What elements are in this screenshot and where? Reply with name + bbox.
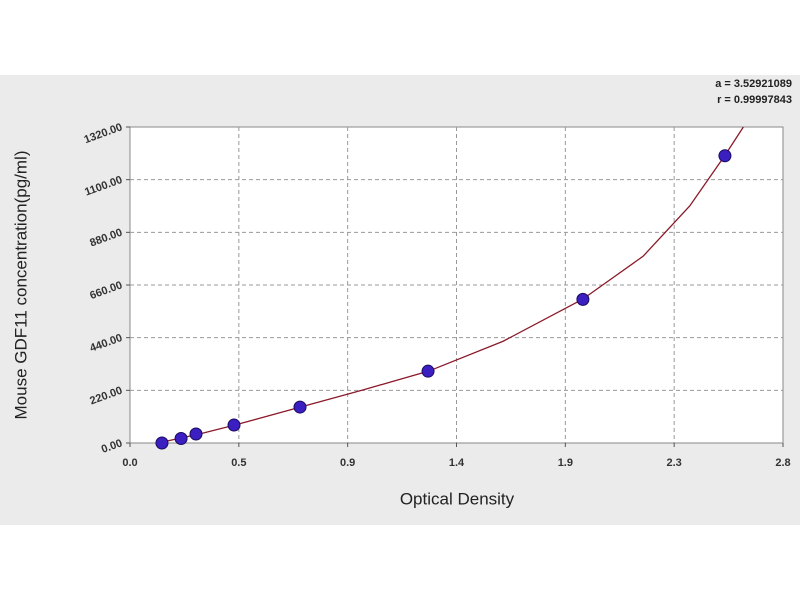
- data-point: [293, 400, 307, 414]
- x-tick-label: 0.0: [122, 457, 137, 469]
- x-tick-label: 0.5: [231, 457, 246, 469]
- data-point: [227, 418, 241, 432]
- x-tick-label: 1.9: [558, 457, 573, 469]
- data-point: [421, 364, 435, 378]
- data-point: [189, 427, 203, 441]
- data-point: [174, 432, 188, 446]
- data-point: [155, 436, 169, 450]
- x-tick-label: 2.3: [667, 457, 682, 469]
- x-axis-label: Optical Density: [400, 489, 515, 508]
- data-point: [576, 292, 590, 306]
- x-tick-label: 2.8: [775, 457, 790, 469]
- y-axis-label: Mouse GDF11 concentration(pg/ml): [11, 151, 30, 420]
- annotation: r = 0.99997843: [717, 94, 792, 106]
- x-tick-label: 0.9: [340, 457, 355, 469]
- data-point: [718, 149, 732, 163]
- x-tick-label: 1.4: [449, 457, 465, 469]
- annotation: a = 3.52921089: [715, 78, 792, 90]
